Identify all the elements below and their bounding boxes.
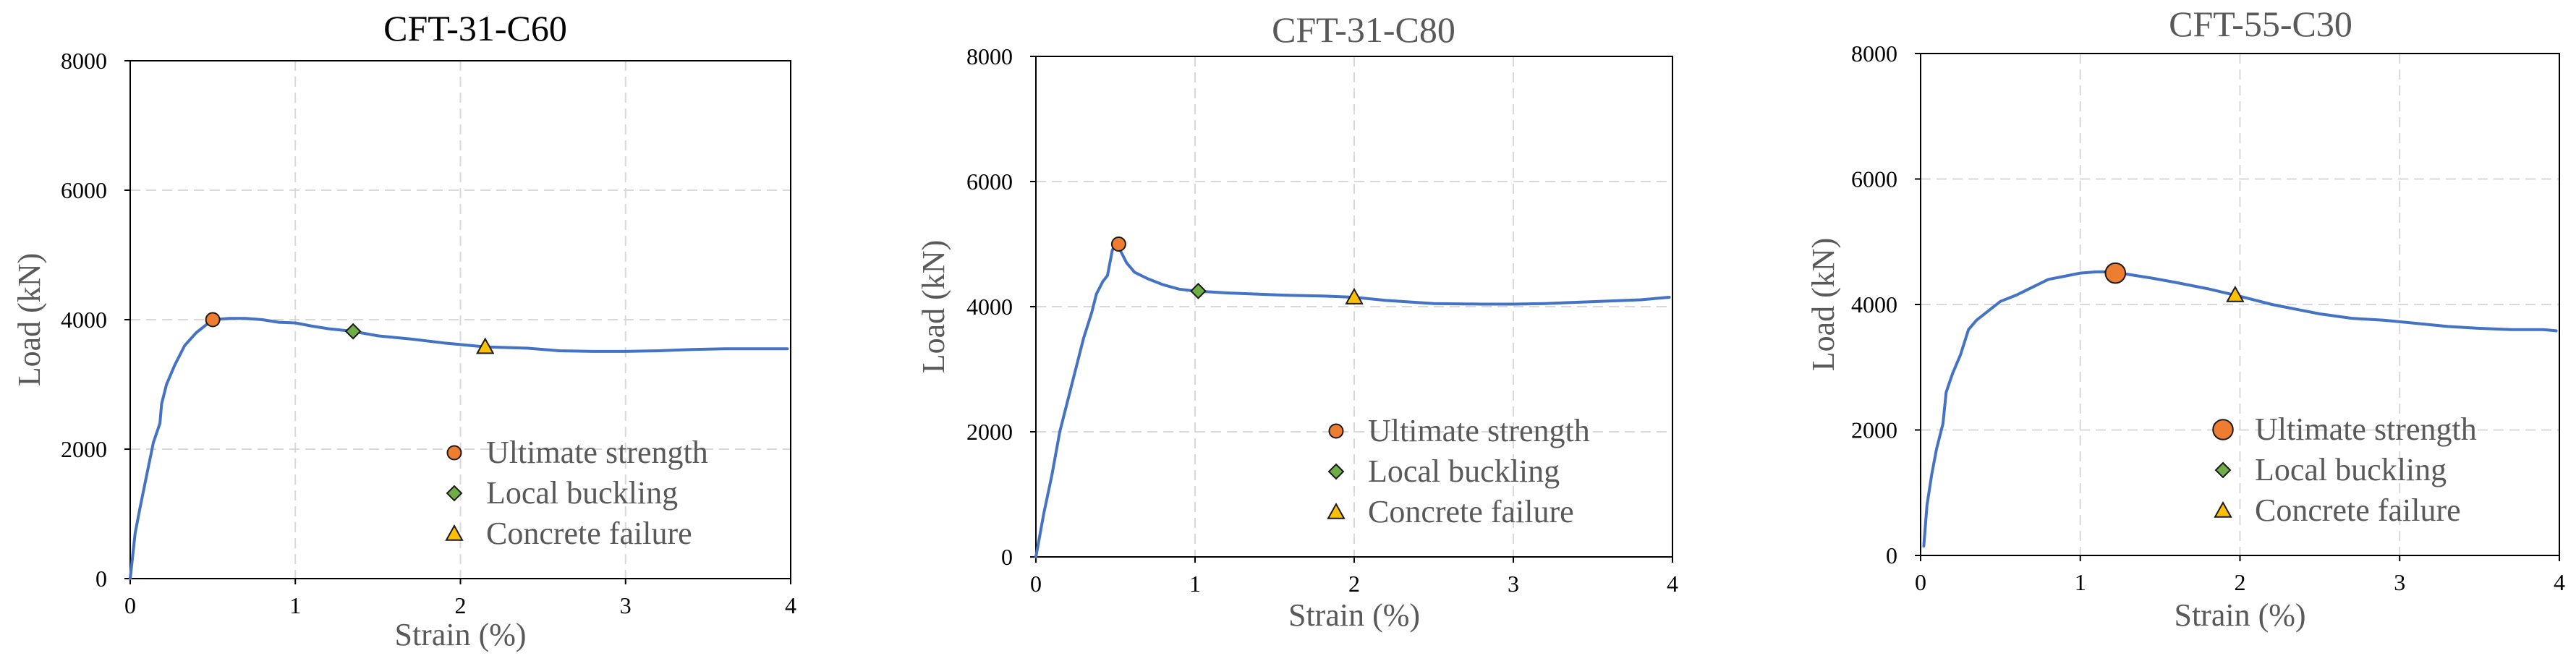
x-tick-label: 2 [455, 592, 467, 618]
legend-label: Local buckling [486, 475, 678, 511]
concrete-failure-marker [476, 337, 495, 354]
y-tick-label: 6000 [61, 177, 107, 203]
chart-title: CFT-31-C80 [1272, 9, 1455, 50]
x-tick-label: 0 [1915, 569, 1926, 595]
concrete-failure-marker [1345, 287, 1364, 304]
series-line [1034, 242, 1671, 558]
y-tick-label: 0 [95, 566, 107, 592]
x-axis-title: Strain (%) [2174, 597, 2305, 633]
legend-label: Ultimate strength [486, 435, 708, 470]
x-tick-label: 1 [289, 592, 301, 618]
y-tick-label: 4000 [966, 294, 1013, 320]
concrete-failure-marker [2226, 285, 2245, 302]
chart-panel: 0 1 2 3 4 0 2000 4000 6000 8000 CFT-55-C30 Strain (… [1806, 4, 2565, 633]
local-buckling-marker [1189, 282, 1207, 299]
ultimate-strength-marker [1110, 237, 1126, 252]
legend-label: Ultimate strength [2255, 412, 2477, 447]
y-tick-label: 8000 [1851, 41, 1897, 67]
y-tick-label: 4000 [1851, 291, 1897, 318]
legend-label: Local buckling [2255, 452, 2447, 487]
x-tick-label: 2 [1348, 571, 1360, 597]
ultimate-strength-marker [2104, 262, 2127, 284]
x-tick-label: 0 [124, 592, 136, 618]
legend-concrete-failure-swatch [2214, 500, 2232, 518]
legend-ultimate-strength-swatch [2212, 419, 2234, 440]
legend-local-buckling-swatch [446, 485, 463, 502]
legend-label: Local buckling [1368, 453, 1560, 489]
x-tick-label: 2 [2235, 569, 2246, 595]
y-tick-label: 6000 [1851, 166, 1897, 192]
x-tick-label: 3 [620, 592, 632, 618]
y-tick-label: 0 [1886, 542, 1897, 568]
y-tick-label: 2000 [1851, 417, 1897, 443]
y-tick-label: 8000 [966, 43, 1013, 69]
x-tick-label: 4 [2554, 569, 2565, 595]
legend-ultimate-strength-swatch [1328, 423, 1344, 439]
legend-label: Concrete failure [486, 516, 692, 551]
legend-concrete-failure-swatch [445, 524, 464, 541]
legend-label: Concrete failure [2255, 493, 2461, 528]
legend-label: Ultimate strength [1368, 413, 1590, 448]
local-buckling-marker [344, 323, 362, 340]
y-axis-title: Load (kN) [12, 253, 47, 387]
x-tick-label: 3 [1508, 571, 1519, 597]
chart-panel: 0 1 2 3 4 0 2000 4000 6000 8000 CFT-31-C80 Strain (… [916, 9, 1678, 633]
y-tick-label: 8000 [61, 48, 107, 74]
legend-label: Concrete failure [1368, 494, 1574, 529]
chart-title: CFT-55-C30 [2169, 4, 2352, 44]
x-tick-label: 4 [785, 592, 796, 618]
legend-local-buckling-swatch [2214, 461, 2232, 479]
x-axis-title: Strain (%) [1288, 597, 1420, 633]
x-tick-label: 4 [1667, 571, 1678, 597]
chart-title: CFT-31-C60 [383, 8, 567, 48]
y-tick-label: 2000 [966, 419, 1013, 445]
y-tick-label: 4000 [61, 307, 107, 333]
x-tick-label: 0 [1030, 571, 1042, 597]
y-tick-label: 2000 [61, 436, 107, 462]
series-line [129, 317, 789, 580]
ultimate-strength-marker [205, 312, 221, 328]
y-axis-title: Load (kN) [916, 240, 951, 374]
chart-panel: 0 1 2 3 4 0 2000 4000 6000 8000 CFT-31-C60 Strain (… [12, 8, 796, 652]
y-tick-label: 0 [1001, 544, 1013, 570]
legend-ultimate-strength-swatch [446, 445, 462, 461]
x-tick-label: 1 [1189, 571, 1201, 597]
y-axis-title: Load (kN) [1806, 238, 1841, 372]
legend-concrete-failure-swatch [1327, 502, 1346, 519]
x-tick-label: 3 [2394, 569, 2405, 595]
legend-local-buckling-swatch [1327, 463, 1345, 480]
x-axis-title: Strain (%) [394, 617, 526, 652]
x-tick-label: 1 [2075, 569, 2086, 595]
y-tick-label: 6000 [966, 169, 1013, 195]
